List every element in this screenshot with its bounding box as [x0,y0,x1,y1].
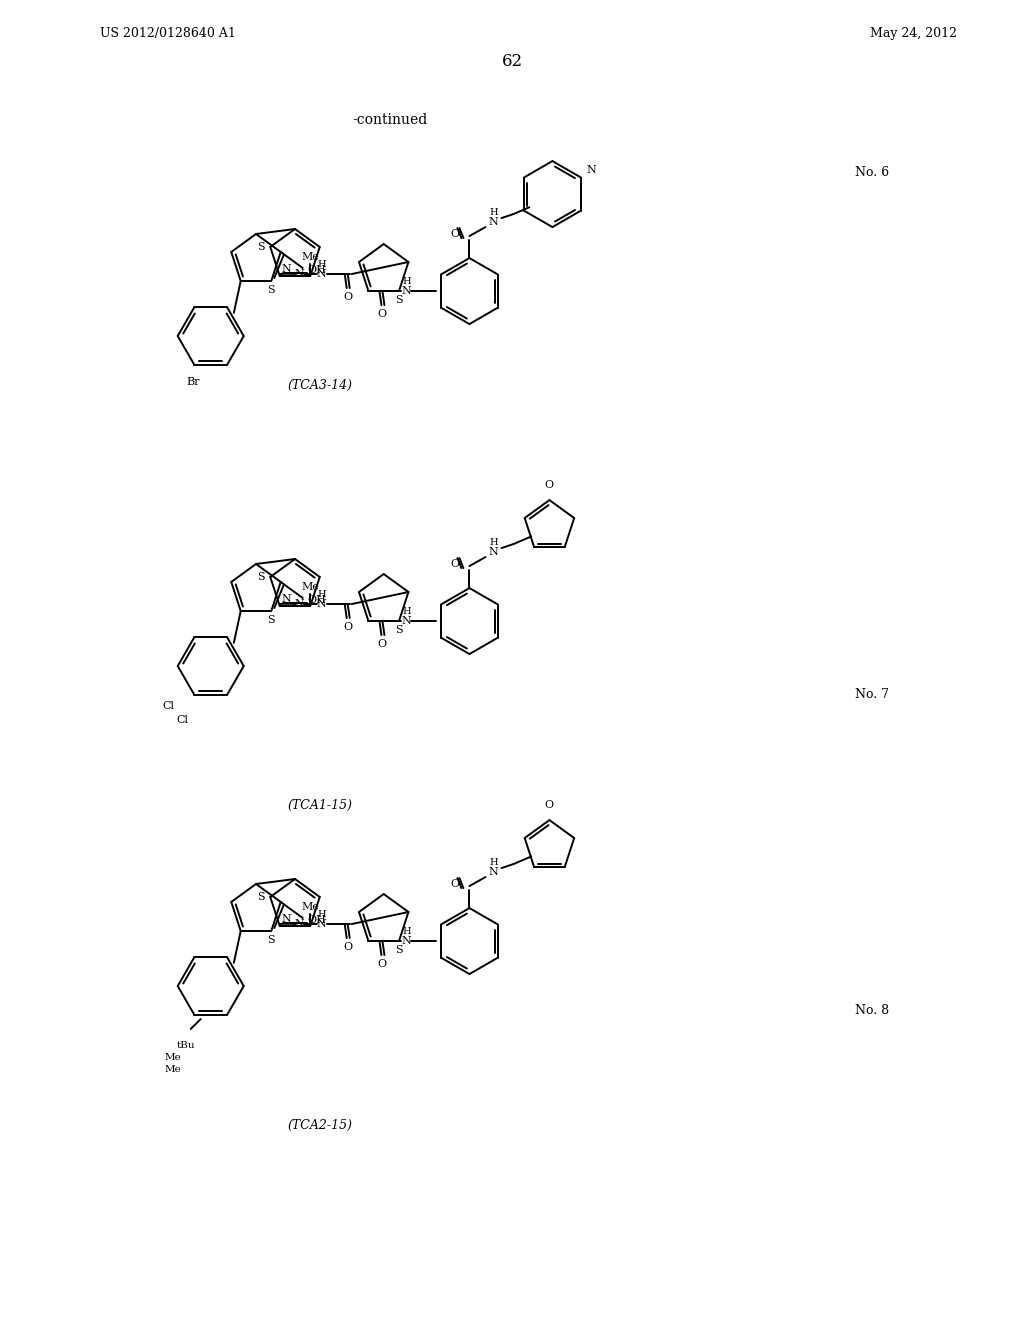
Text: OH: OH [308,595,327,605]
Text: -continued: -continued [352,114,428,127]
Text: S: S [267,615,275,626]
Text: H: H [317,909,326,919]
Text: S: S [267,285,275,296]
Text: S: S [257,572,264,582]
Text: N: N [316,269,327,279]
Text: Me: Me [301,902,319,912]
Text: N: N [488,867,499,876]
Text: H: H [489,539,498,546]
Text: N: N [586,165,596,174]
Text: O: O [378,960,387,969]
Text: N: N [282,594,292,605]
Text: S: S [395,626,402,635]
Text: N: N [401,616,412,626]
Text: H: H [402,277,411,286]
Text: O: O [378,309,387,319]
Text: Cl: Cl [177,715,188,725]
Text: May 24, 2012: May 24, 2012 [870,26,957,40]
Text: Br: Br [186,378,200,387]
Text: O: O [451,560,460,569]
Text: N: N [282,913,292,924]
Text: S: S [267,935,275,945]
Text: (TCA2-15): (TCA2-15) [288,1118,352,1131]
Text: S: S [257,892,264,902]
Text: No. 8: No. 8 [855,1003,889,1016]
Text: O: O [343,622,352,632]
Text: OH: OH [308,915,327,925]
Text: tBu: tBu [176,1041,195,1049]
Text: N: N [282,264,292,275]
Text: H: H [489,209,498,216]
Text: O: O [451,230,460,239]
Text: O: O [451,879,460,890]
Text: N: N [316,919,327,929]
Text: H: H [402,927,411,936]
Text: S: S [257,242,264,252]
Text: O: O [545,480,554,490]
Text: H: H [317,590,326,599]
Text: N: N [295,269,304,279]
Text: N: N [488,546,499,557]
Text: H: H [402,607,411,616]
Text: US 2012/0128640 A1: US 2012/0128640 A1 [100,26,236,40]
Text: O: O [343,292,352,302]
Text: 62: 62 [502,54,522,70]
Text: OH: OH [308,265,327,275]
Text: N: N [295,919,304,929]
Text: N: N [401,936,412,946]
Text: (TCA1-15): (TCA1-15) [288,799,352,812]
Text: N: N [401,286,412,296]
Text: O: O [378,639,387,649]
Text: Me: Me [301,252,319,263]
Text: Me: Me [164,1065,181,1074]
Text: N: N [295,599,304,609]
Text: N: N [488,216,499,227]
Text: H: H [489,858,498,867]
Text: No. 7: No. 7 [855,689,889,701]
Text: Me: Me [164,1053,181,1063]
Text: No. 6: No. 6 [855,165,889,178]
Text: O: O [343,942,352,952]
Text: (TCA3-14): (TCA3-14) [288,379,352,392]
Text: S: S [395,945,402,956]
Text: S: S [395,296,402,305]
Text: O: O [545,800,554,810]
Text: H: H [317,260,326,269]
Text: Cl: Cl [163,701,175,711]
Text: Me: Me [301,582,319,593]
Text: N: N [316,599,327,609]
